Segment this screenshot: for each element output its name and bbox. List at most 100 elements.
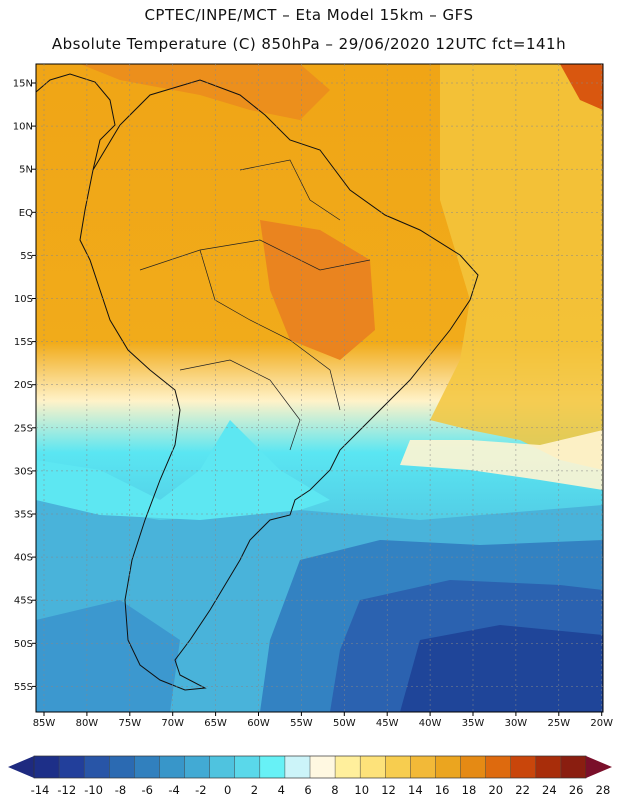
colorbar-cell	[310, 756, 336, 778]
colorbar-cell	[335, 756, 361, 778]
lon-label: 65W	[204, 718, 227, 729]
graticule	[32, 64, 603, 716]
lon-label: 25W	[547, 718, 570, 729]
colorbar-label: 0	[224, 783, 231, 797]
map-subtitle: Absolute Temperature (C) 850hPa – 29/06/…	[51, 35, 567, 53]
lat-label: 15S	[14, 337, 33, 348]
map-frame	[35, 63, 604, 713]
colorbar-cell	[209, 756, 236, 778]
colorbar-cell	[234, 756, 261, 778]
colorbar-label: 22	[515, 783, 530, 797]
colorbar-cell	[134, 756, 160, 778]
coastlines	[35, 73, 479, 691]
lon-label: 70W	[161, 718, 184, 729]
colorbar-label: 20	[488, 783, 503, 797]
colorbar-cell	[460, 756, 487, 778]
temperature-field	[36, 64, 603, 712]
colorbar-cell	[535, 756, 562, 778]
lat-label: 15N	[13, 79, 33, 90]
lat-label: 35S	[14, 510, 33, 521]
border-d	[239, 159, 341, 221]
south-america-outline	[79, 79, 479, 691]
longitude-labels: 85W 80W 75W 70W 65W 60W 55W 50W 45W 40W 35W 30W 25W 2…	[33, 718, 613, 729]
colorbar-label: 16	[435, 783, 450, 797]
colorbar-cells	[33, 755, 587, 779]
lat-label: 40S	[14, 553, 33, 564]
colorbar-right-arrow	[586, 756, 612, 778]
colorbar-cell	[159, 756, 186, 778]
colorbar-label: -4	[168, 783, 179, 797]
colorbar-cell	[510, 756, 537, 778]
country-borders	[139, 159, 371, 451]
border-c	[179, 359, 301, 451]
lat-label: 55S	[14, 682, 33, 693]
colorbar-cell	[109, 756, 135, 778]
lat-label: 20S	[14, 380, 33, 391]
colorbar-label: 8	[331, 783, 338, 797]
colorbar-label: -8	[115, 783, 126, 797]
lat-label: 50S	[14, 639, 33, 650]
field-hot-core	[560, 64, 603, 110]
colorbar-cell	[59, 756, 85, 778]
lat-label: 45S	[14, 596, 33, 607]
lon-label: 35W	[462, 718, 485, 729]
field-warm-north	[80, 64, 330, 120]
colorbar-label: 12	[381, 783, 396, 797]
field-ocean-pale	[400, 430, 603, 490]
lon-label: 75W	[118, 718, 141, 729]
colorbar-label: 4	[278, 783, 285, 797]
field-cold-west	[36, 600, 180, 712]
lon-label: 55W	[290, 718, 313, 729]
colorbar-label: 2	[251, 783, 258, 797]
colorbar-label: -10	[84, 783, 103, 797]
map-title: CPTEC/INPE/MCT – Eta Model 15km – GFS	[144, 6, 474, 24]
colorbar-cell	[560, 756, 587, 778]
lon-label: 40W	[419, 718, 442, 729]
lat-label: 5N	[19, 165, 33, 176]
lat-label: 10S	[14, 294, 33, 305]
lat-label: 10N	[13, 122, 33, 133]
colorbar-left-arrow	[8, 756, 34, 778]
colorbar-cell	[435, 756, 462, 778]
colorbar-label: 28	[596, 783, 611, 797]
lon-label: 20W	[590, 718, 613, 729]
central-america-outline	[35, 73, 116, 171]
colorbar-label: 14	[408, 783, 423, 797]
field-cyan-front	[36, 420, 330, 520]
colorbar-label: 6	[304, 783, 311, 797]
colorbar-label: 26	[569, 783, 584, 797]
colorbar-label: -14	[31, 783, 50, 797]
lat-label: EQ	[19, 208, 33, 219]
colorbar-cell	[410, 756, 436, 778]
colorbar-cell	[259, 756, 286, 778]
colorbar-cell	[34, 756, 60, 778]
colorbar-cell	[385, 756, 411, 778]
lon-label: 50W	[333, 718, 356, 729]
lat-label: 30S	[14, 466, 33, 477]
colorbar-cell	[284, 756, 311, 778]
colorbar-labels: -14 -12 -10 -8 -6 -4 -2 0 2 4 6 8 10 12 14 16 18 20 22 24 26…	[31, 783, 611, 797]
lon-label: 45W	[376, 718, 399, 729]
lat-label: 25S	[14, 423, 33, 434]
lon-label: 30W	[505, 718, 528, 729]
lon-label: 60W	[247, 718, 270, 729]
colorbar-label: -12	[57, 783, 76, 797]
colorbar-label: -2	[195, 783, 206, 797]
border-a	[139, 239, 371, 271]
colorbar-cell	[184, 756, 211, 778]
colorbar-label: 10	[354, 783, 369, 797]
lon-label: 85W	[33, 718, 56, 729]
lon-label: 80W	[76, 718, 99, 729]
colorbar-label: 18	[462, 783, 477, 797]
colorbar-cell	[485, 756, 512, 778]
lat-label: 5S	[20, 251, 33, 262]
colorbar-label: -6	[142, 783, 153, 797]
colorbar-label: 24	[542, 783, 557, 797]
colorbar: -14 -12 -10 -8 -6 -4 -2 0 2 4 6 8 10 12 14 16 18 20 22 24 26…	[8, 755, 612, 797]
latitude-labels: 15N 10N 5N EQ 5S 10S 15S 20S 25S 30S 35S 40S 45S 50S 5…	[13, 79, 33, 693]
field-warm-interior	[260, 220, 375, 360]
colorbar-cell	[84, 756, 110, 778]
colorbar-cell	[360, 756, 386, 778]
border-b	[199, 249, 341, 411]
field-deep-cold	[400, 625, 603, 712]
